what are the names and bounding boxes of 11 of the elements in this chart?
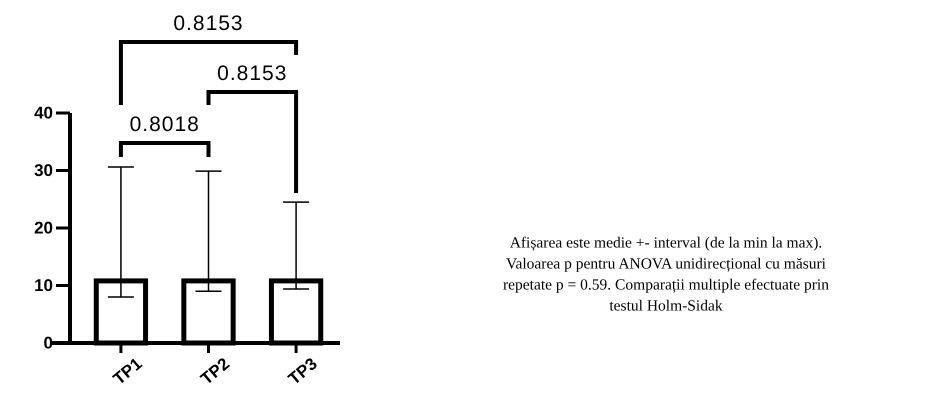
y-tick-label: 30 <box>34 160 53 180</box>
annotation: 0.8018 <box>130 113 200 136</box>
y-tick-label: 40 <box>34 103 53 122</box>
y-tick-label: 20 <box>34 218 53 238</box>
text: Afișarea este medie +- interval (de la min la max). Valoarea p pentru ANOVA unidirecțional cu măsuri repetate p = 0.59. Comparații multiple efectuate prin testul Holm-Sidak <box>503 234 830 314</box>
x-tick-label: TP3 <box>284 354 321 389</box>
y-tick-label: 10 <box>34 276 53 295</box>
x-tick-label: TP1 <box>110 354 146 389</box>
x-tick-label: TP2 <box>197 354 234 389</box>
text: 0.8153 <box>173 12 244 35</box>
text: 0.8153 <box>217 62 288 85</box>
